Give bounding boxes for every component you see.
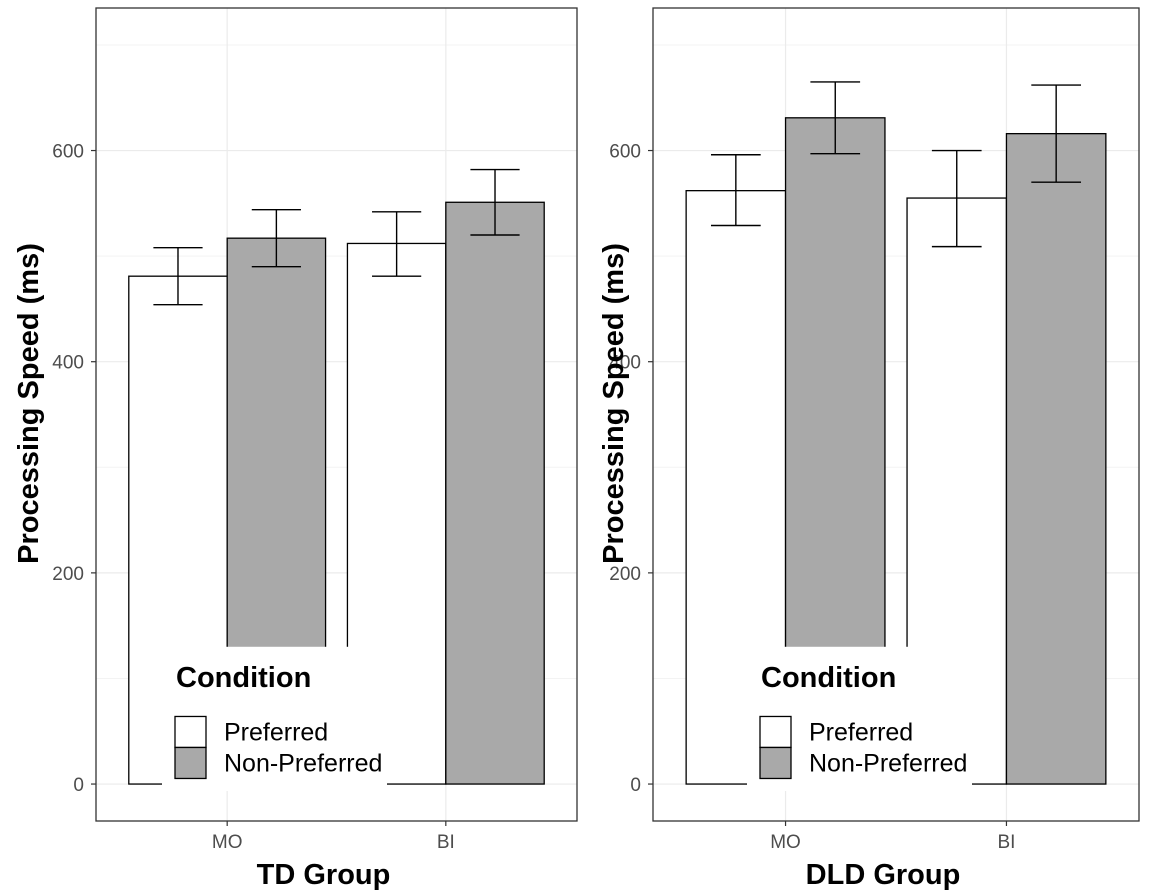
y-axis-title: Processing Speed (ms) [598,243,630,564]
panel-td-group: Condition Preferred Non-Preferred 0 200 400 60… [13,7,578,891]
y-tick-label: 600 [52,142,84,163]
y-tick-label: 400 [609,353,641,374]
y-axis-title: Processing Speed (ms) [13,243,45,564]
y-tick-label: 600 [609,142,641,163]
bar-non-preferred-bi [445,201,545,785]
legend-label-preferred: Preferred [224,718,328,746]
legend-key-non-preferred [759,746,792,780]
legend-label-non-preferred: Non-Preferred [809,749,967,777]
x-tick-label: BI [437,832,455,853]
y-tick-label: 0 [73,775,84,796]
x-axis-title: DLD Group [806,859,961,891]
panel-dld-group: Condition Preferred Non-Preferred 0 200 400 60… [598,7,1140,891]
panel-border [652,7,1140,822]
legend-key-preferred [759,715,792,749]
legend-label-preferred: Preferred [809,718,913,746]
legend-title: Condition [176,662,311,694]
y-tick-label: 200 [52,564,84,585]
panel-border [95,7,578,822]
legend-label-non-preferred: Non-Preferred [224,749,382,777]
legend-key-preferred [174,715,207,749]
y-tick-label: 0 [630,775,641,796]
x-tick-label: MO [212,832,243,853]
legend-key-non-preferred [174,746,207,780]
bar-non-preferred-bi [1005,132,1107,785]
x-tick-label: MO [770,832,801,853]
y-tick-label: 200 [609,564,641,585]
x-tick-label: BI [997,832,1015,853]
x-axis-title: TD Group [257,859,391,891]
y-tick-label: 400 [52,353,84,374]
legend-title: Condition [761,662,896,694]
